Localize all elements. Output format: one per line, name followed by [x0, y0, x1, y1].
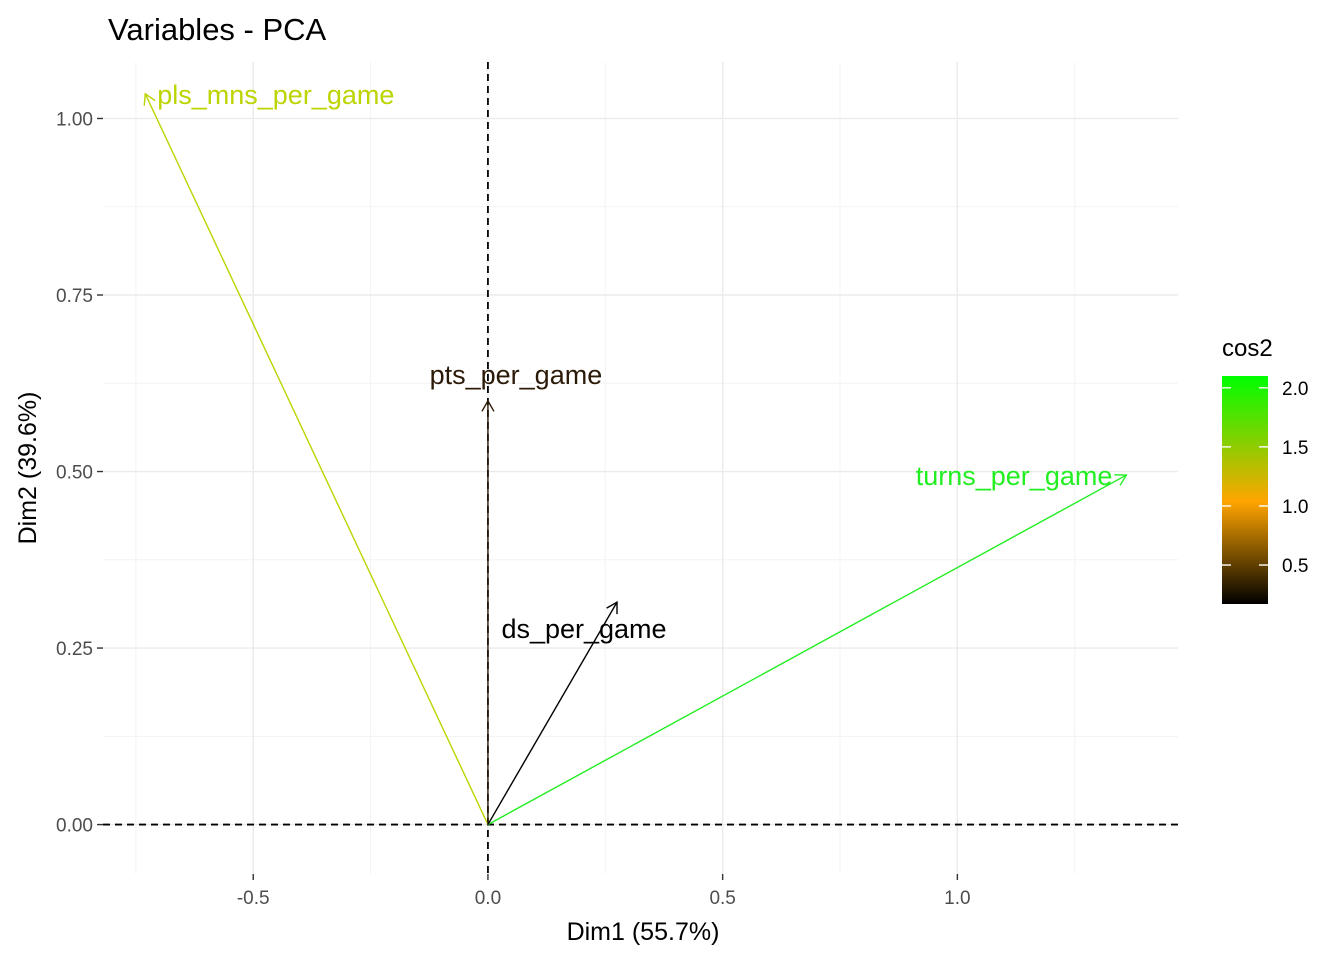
x-tick-label: 0.0: [475, 888, 501, 909]
variable-label: pls_mns_per_game: [157, 80, 394, 110]
variable-label: turns_per_game: [916, 461, 1113, 491]
legend-tick-label: 0.5: [1282, 556, 1308, 577]
legend-tick-label: 2.0: [1282, 379, 1308, 400]
x-tick-label: -0.5: [237, 888, 270, 909]
arrow-ds_per_game: ds_per_game: [487, 600, 667, 825]
variable-label: ds_per_game: [501, 614, 666, 644]
arrow-shaft: [487, 601, 618, 825]
y-axis-title: Dim2 (39.6%): [14, 392, 42, 545]
grid-minor: [103, 62, 1178, 874]
legend-colorbar: [1222, 376, 1268, 604]
y-tick-label: 0.00: [56, 816, 93, 837]
cos2-legend: cos2 0.5 1.0 1.5 2.0: [1222, 335, 1308, 604]
y-tick-label: 0.50: [56, 463, 93, 484]
legend-ticks: 0.5 1.0 1.5 2.0: [1222, 379, 1308, 577]
arrow-shaft: [487, 474, 1127, 826]
legend-tick-label: 1.0: [1282, 497, 1308, 518]
arrow-head: [481, 399, 495, 412]
variable-label: pts_per_game: [430, 360, 603, 390]
x-tick-label: 0.5: [709, 888, 735, 909]
arrow-turns_per_game: turns_per_game: [487, 461, 1128, 826]
y-tick-label: 0.75: [56, 286, 93, 307]
arrow-pls_mns_per_game: pls_mns_per_game: [143, 80, 489, 825]
legend-tick-label: 1.5: [1282, 438, 1308, 459]
y-axis-ticks: 0.00 0.25 0.50 0.75 1.00: [56, 109, 103, 837]
arrow-head: [1114, 474, 1128, 486]
x-tick-label: 1.0: [944, 888, 970, 909]
y-tick-label: 0.25: [56, 639, 93, 660]
y-tick-label: 1.00: [56, 109, 93, 130]
arrow-head: [606, 600, 618, 615]
chart-title: Variables - PCA: [108, 12, 327, 47]
arrow-head: [143, 92, 156, 106]
variable-arrows: pls_mns_per_game pts_per_game turns_per_ga…: [143, 80, 1128, 826]
arrow-pts_per_game: pts_per_game: [430, 360, 603, 825]
x-axis-ticks: -0.5 0.0 0.5 1.0: [237, 874, 971, 909]
legend-title: cos2: [1222, 335, 1273, 362]
x-axis-title: Dim1 (55.7%): [567, 918, 720, 946]
arrow-shaft: [144, 93, 489, 825]
